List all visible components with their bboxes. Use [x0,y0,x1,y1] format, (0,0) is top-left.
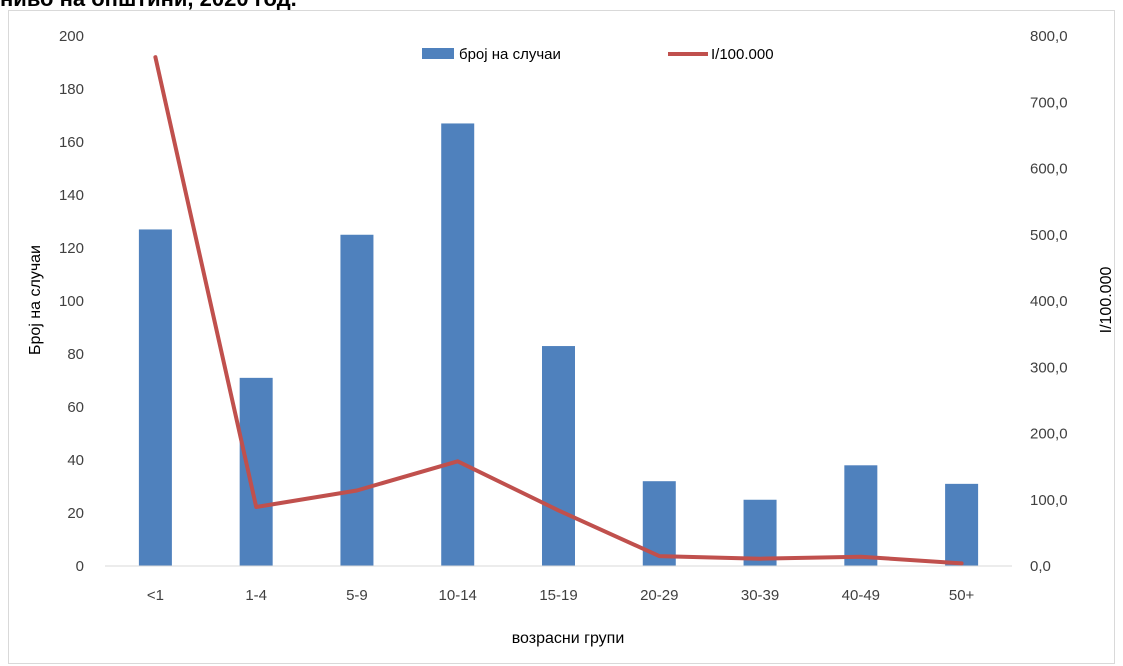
bar [642,481,676,566]
y-tick-label: 40 [67,452,84,469]
bar [441,123,475,566]
bar [340,234,374,566]
clipped-title-text: ниво на општини, 2020 год. [0,0,330,10]
y-tick-label: 20 [67,505,84,522]
y2-tick-label: 600,0 [1030,161,1068,178]
legend-line-label: I/100.000 [711,46,774,63]
x-tick-label: 50+ [949,587,975,604]
bar [239,377,273,566]
y2-tick-label: 400,0 [1030,293,1068,310]
y2-axis-title: I/100.000 [1098,267,1115,334]
legend: број на случаи I/100.000 [422,46,774,63]
y-tick-label: 100 [59,293,84,310]
y-tick-label: 140 [59,187,84,204]
y-tick-label: 80 [67,346,84,363]
bar [743,499,777,566]
x-tick-label: 40-49 [842,587,880,604]
x-tick-label: 1-4 [245,587,267,604]
line-series [153,55,964,566]
x-tick-label: 15-19 [539,587,577,604]
y-tick-label: 180 [59,81,84,98]
right-axis-ticks: 0,0 100,0 200,0 300,0 400,0 500,0 600,0 700,0 80… [1030,28,1068,575]
y-tick-label: 200 [59,28,84,45]
legend-bar-label: број на случаи [459,46,561,63]
y2-tick-label: 300,0 [1030,359,1068,376]
y-tick-label: 0 [76,558,84,575]
x-axis-ticks: <1 1-4 5-9 10-14 15-19 20-29 30-39 40-49 50+ [147,587,975,604]
legend-bar-swatch [422,48,454,59]
x-tick-label: 5-9 [346,587,368,604]
left-axis-ticks: 0 20 40 60 80 100 120 140 160 180 200 [59,28,84,575]
bar-series [138,123,979,566]
x-tick-label: 10-14 [439,587,477,604]
x-axis-title: возрасни групи [512,630,625,647]
x-tick-label: 20-29 [640,587,678,604]
y2-tick-label: 800,0 [1030,28,1068,45]
bar [542,346,575,566]
x-tick-label: 30-39 [741,587,779,604]
y2-tick-label: 700,0 [1030,94,1068,111]
y2-tick-label: 200,0 [1030,426,1068,443]
y2-tick-label: 500,0 [1030,227,1068,244]
bar [138,229,172,566]
y-axis-title: Број на случаи [27,245,44,355]
bar [945,483,979,566]
y-tick-label: 120 [59,240,84,257]
y-tick-label: 160 [59,134,84,151]
series-line [153,55,964,566]
y2-tick-label: 100,0 [1030,492,1068,509]
bar [844,465,878,566]
y-tick-label: 60 [67,399,84,416]
x-tick-label: <1 [147,587,164,604]
y2-tick-label: 0,0 [1030,558,1051,575]
